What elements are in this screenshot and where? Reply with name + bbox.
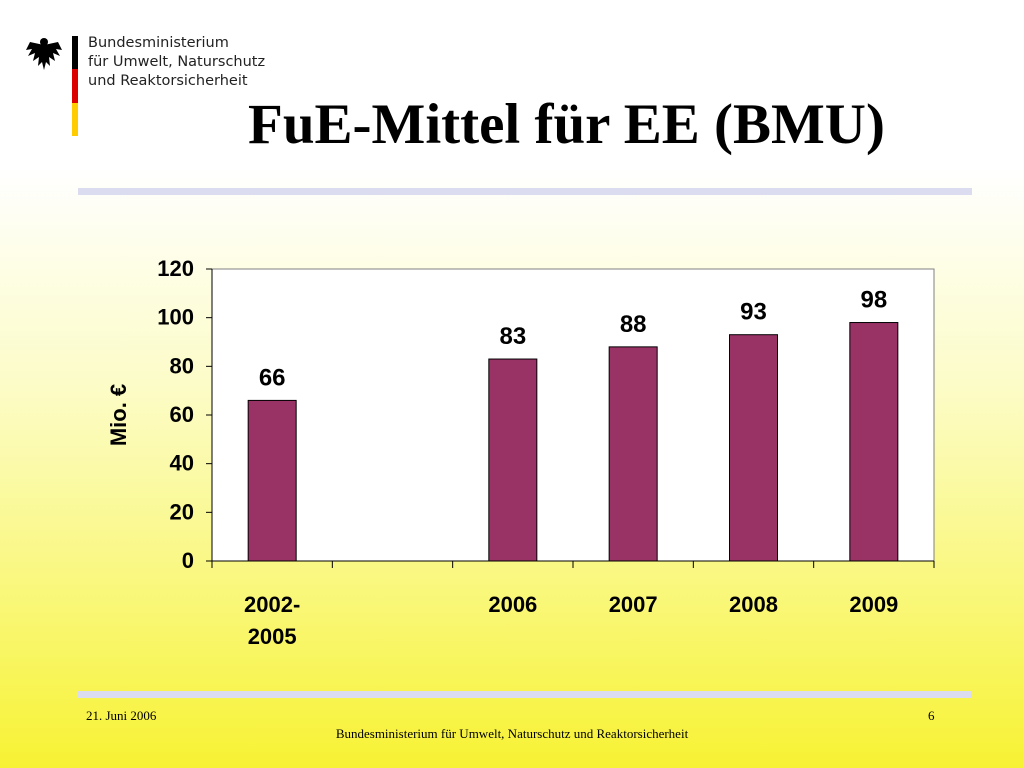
bar-value-label: 66: [259, 364, 286, 391]
bottom-divider: [78, 691, 972, 698]
bar-value-label: 93: [740, 299, 767, 326]
bar-value-label: 98: [860, 287, 887, 314]
footer-date: 21. Juni 2006: [86, 708, 157, 723]
y-tick-label: 0: [182, 548, 194, 573]
german-flag-stripe: [72, 36, 78, 136]
y-axis-title: Mio. €: [106, 384, 131, 446]
ministry-line: für Umwelt, Naturschutz: [88, 54, 266, 70]
ministry-line: Bundesministerium: [88, 35, 229, 51]
y-tick-label: 80: [170, 353, 194, 378]
y-tick-label: 40: [170, 451, 194, 476]
footer-organization: Bundesministerium für Umwelt, Naturschut…: [335, 726, 689, 741]
bar: [849, 322, 899, 562]
bar: [608, 346, 658, 562]
ministry-name: Bundesministerium für Umwelt, Naturschut…: [88, 34, 265, 91]
logo-panel: Bundesministerium für Umwelt, Naturschut…: [0, 0, 305, 170]
bar: [247, 399, 297, 562]
ministry-line: und Reaktorsicherheit: [88, 73, 248, 89]
x-category-label: 2005: [248, 624, 297, 649]
x-category-label: 2007: [609, 592, 658, 617]
bar: [488, 358, 538, 562]
y-tick-label: 120: [157, 256, 194, 281]
bar-value-label: 88: [620, 311, 647, 338]
y-tick-label: 60: [170, 402, 194, 427]
footer-page-number: 6: [928, 708, 935, 723]
x-category-label: 2008: [729, 592, 778, 617]
bar: [729, 334, 778, 562]
bar-value-label: 83: [499, 323, 526, 350]
top-divider: [78, 188, 972, 195]
x-category-label: 2002-: [244, 592, 300, 617]
x-category-label: 2006: [488, 592, 537, 617]
y-tick-label: 100: [157, 305, 194, 330]
plot-area: [211, 268, 935, 562]
federal-eagle-icon: [26, 38, 62, 70]
y-tick-label: 20: [170, 499, 194, 524]
slide-title: FuE-Mittel für EE (BMU): [248, 93, 885, 156]
x-category-label: 2009: [849, 592, 898, 617]
